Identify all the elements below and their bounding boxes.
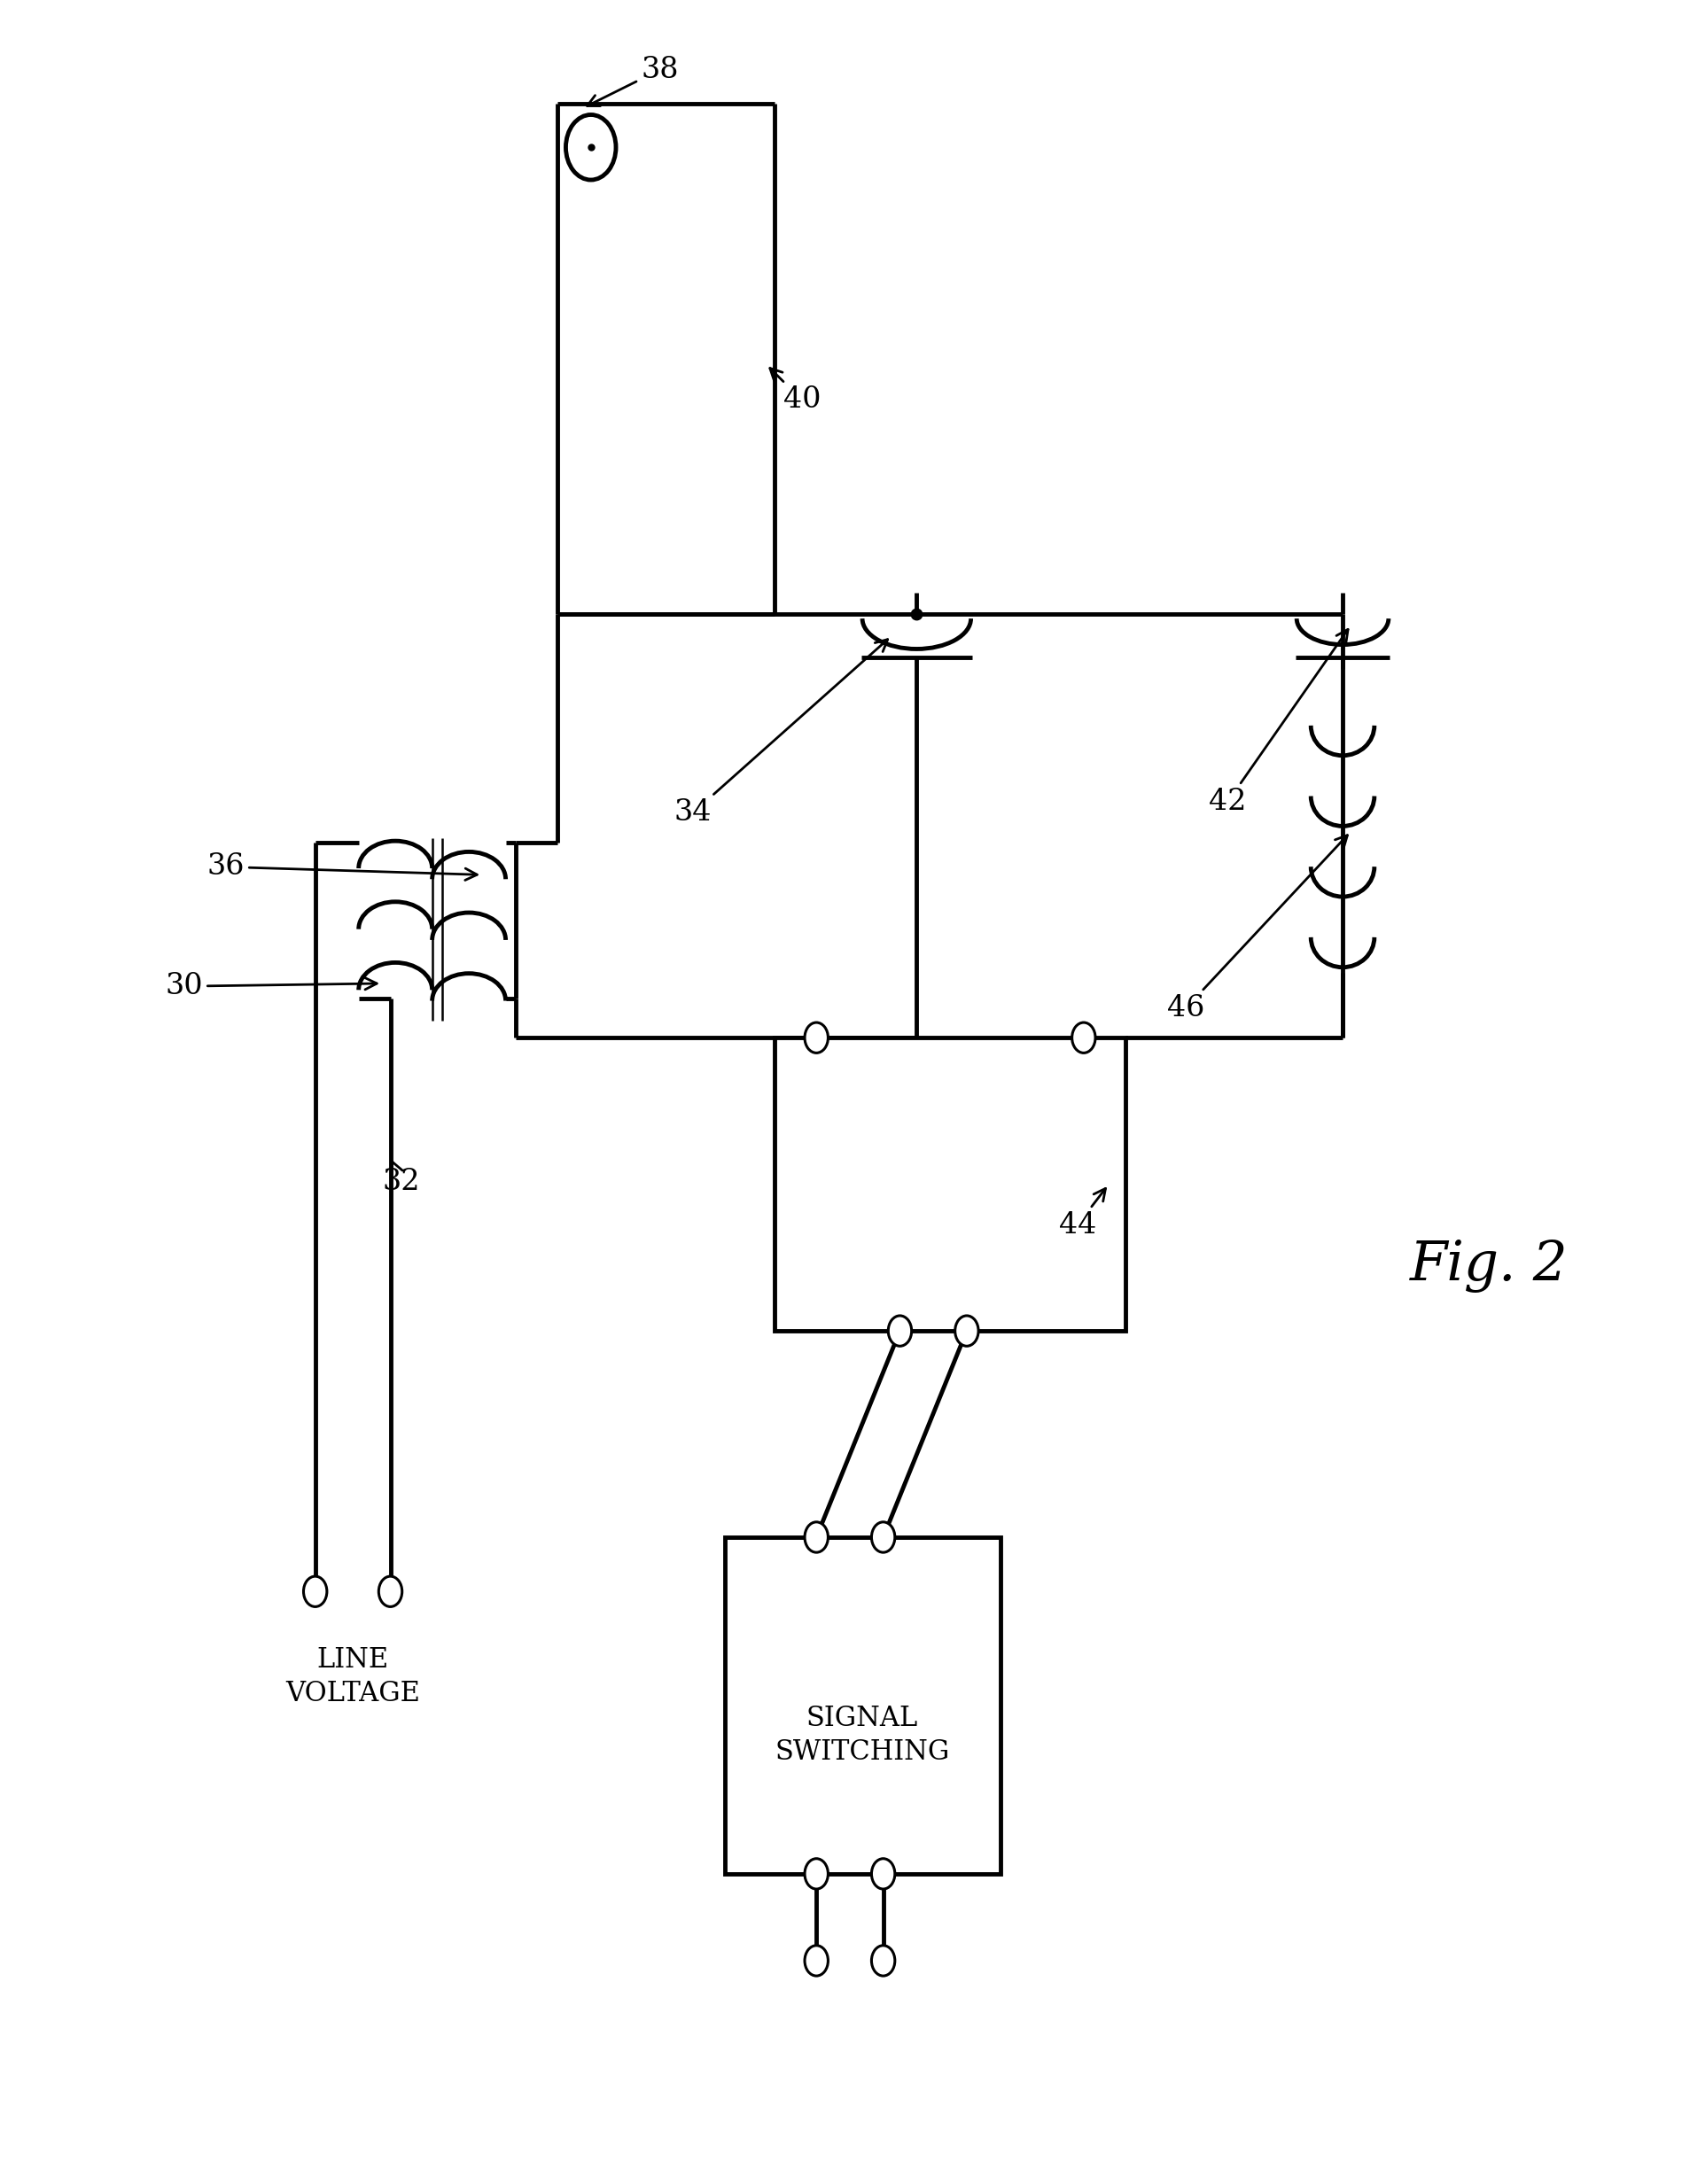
Text: SIGNAL
SWITCHING: SIGNAL SWITCHING — [774, 1704, 949, 1765]
Text: Fig. 2: Fig. 2 — [1410, 1238, 1568, 1293]
Circle shape — [871, 1946, 895, 1977]
Bar — [774, 1037, 1125, 1330]
Circle shape — [804, 1022, 828, 1053]
Bar — [725, 1538, 999, 1874]
Text: LINE
VOLTAGE: LINE VOLTAGE — [286, 1647, 420, 1708]
Text: 38: 38 — [587, 55, 678, 107]
Text: 36: 36 — [207, 852, 476, 880]
Circle shape — [955, 1315, 977, 1345]
Text: 42: 42 — [1208, 629, 1347, 817]
Circle shape — [804, 1859, 828, 1889]
Text: 32: 32 — [382, 1162, 419, 1197]
Circle shape — [1071, 1022, 1095, 1053]
Text: 46: 46 — [1167, 834, 1347, 1022]
Text: 40: 40 — [770, 369, 821, 415]
Circle shape — [888, 1315, 912, 1345]
Text: 30: 30 — [165, 972, 377, 1000]
Text: 44: 44 — [1058, 1188, 1105, 1238]
Circle shape — [565, 116, 616, 179]
Circle shape — [871, 1522, 895, 1553]
Circle shape — [378, 1577, 402, 1607]
Circle shape — [804, 1946, 828, 1977]
Circle shape — [804, 1522, 828, 1553]
Circle shape — [871, 1859, 895, 1889]
Text: 34: 34 — [674, 640, 886, 828]
Circle shape — [303, 1577, 326, 1607]
